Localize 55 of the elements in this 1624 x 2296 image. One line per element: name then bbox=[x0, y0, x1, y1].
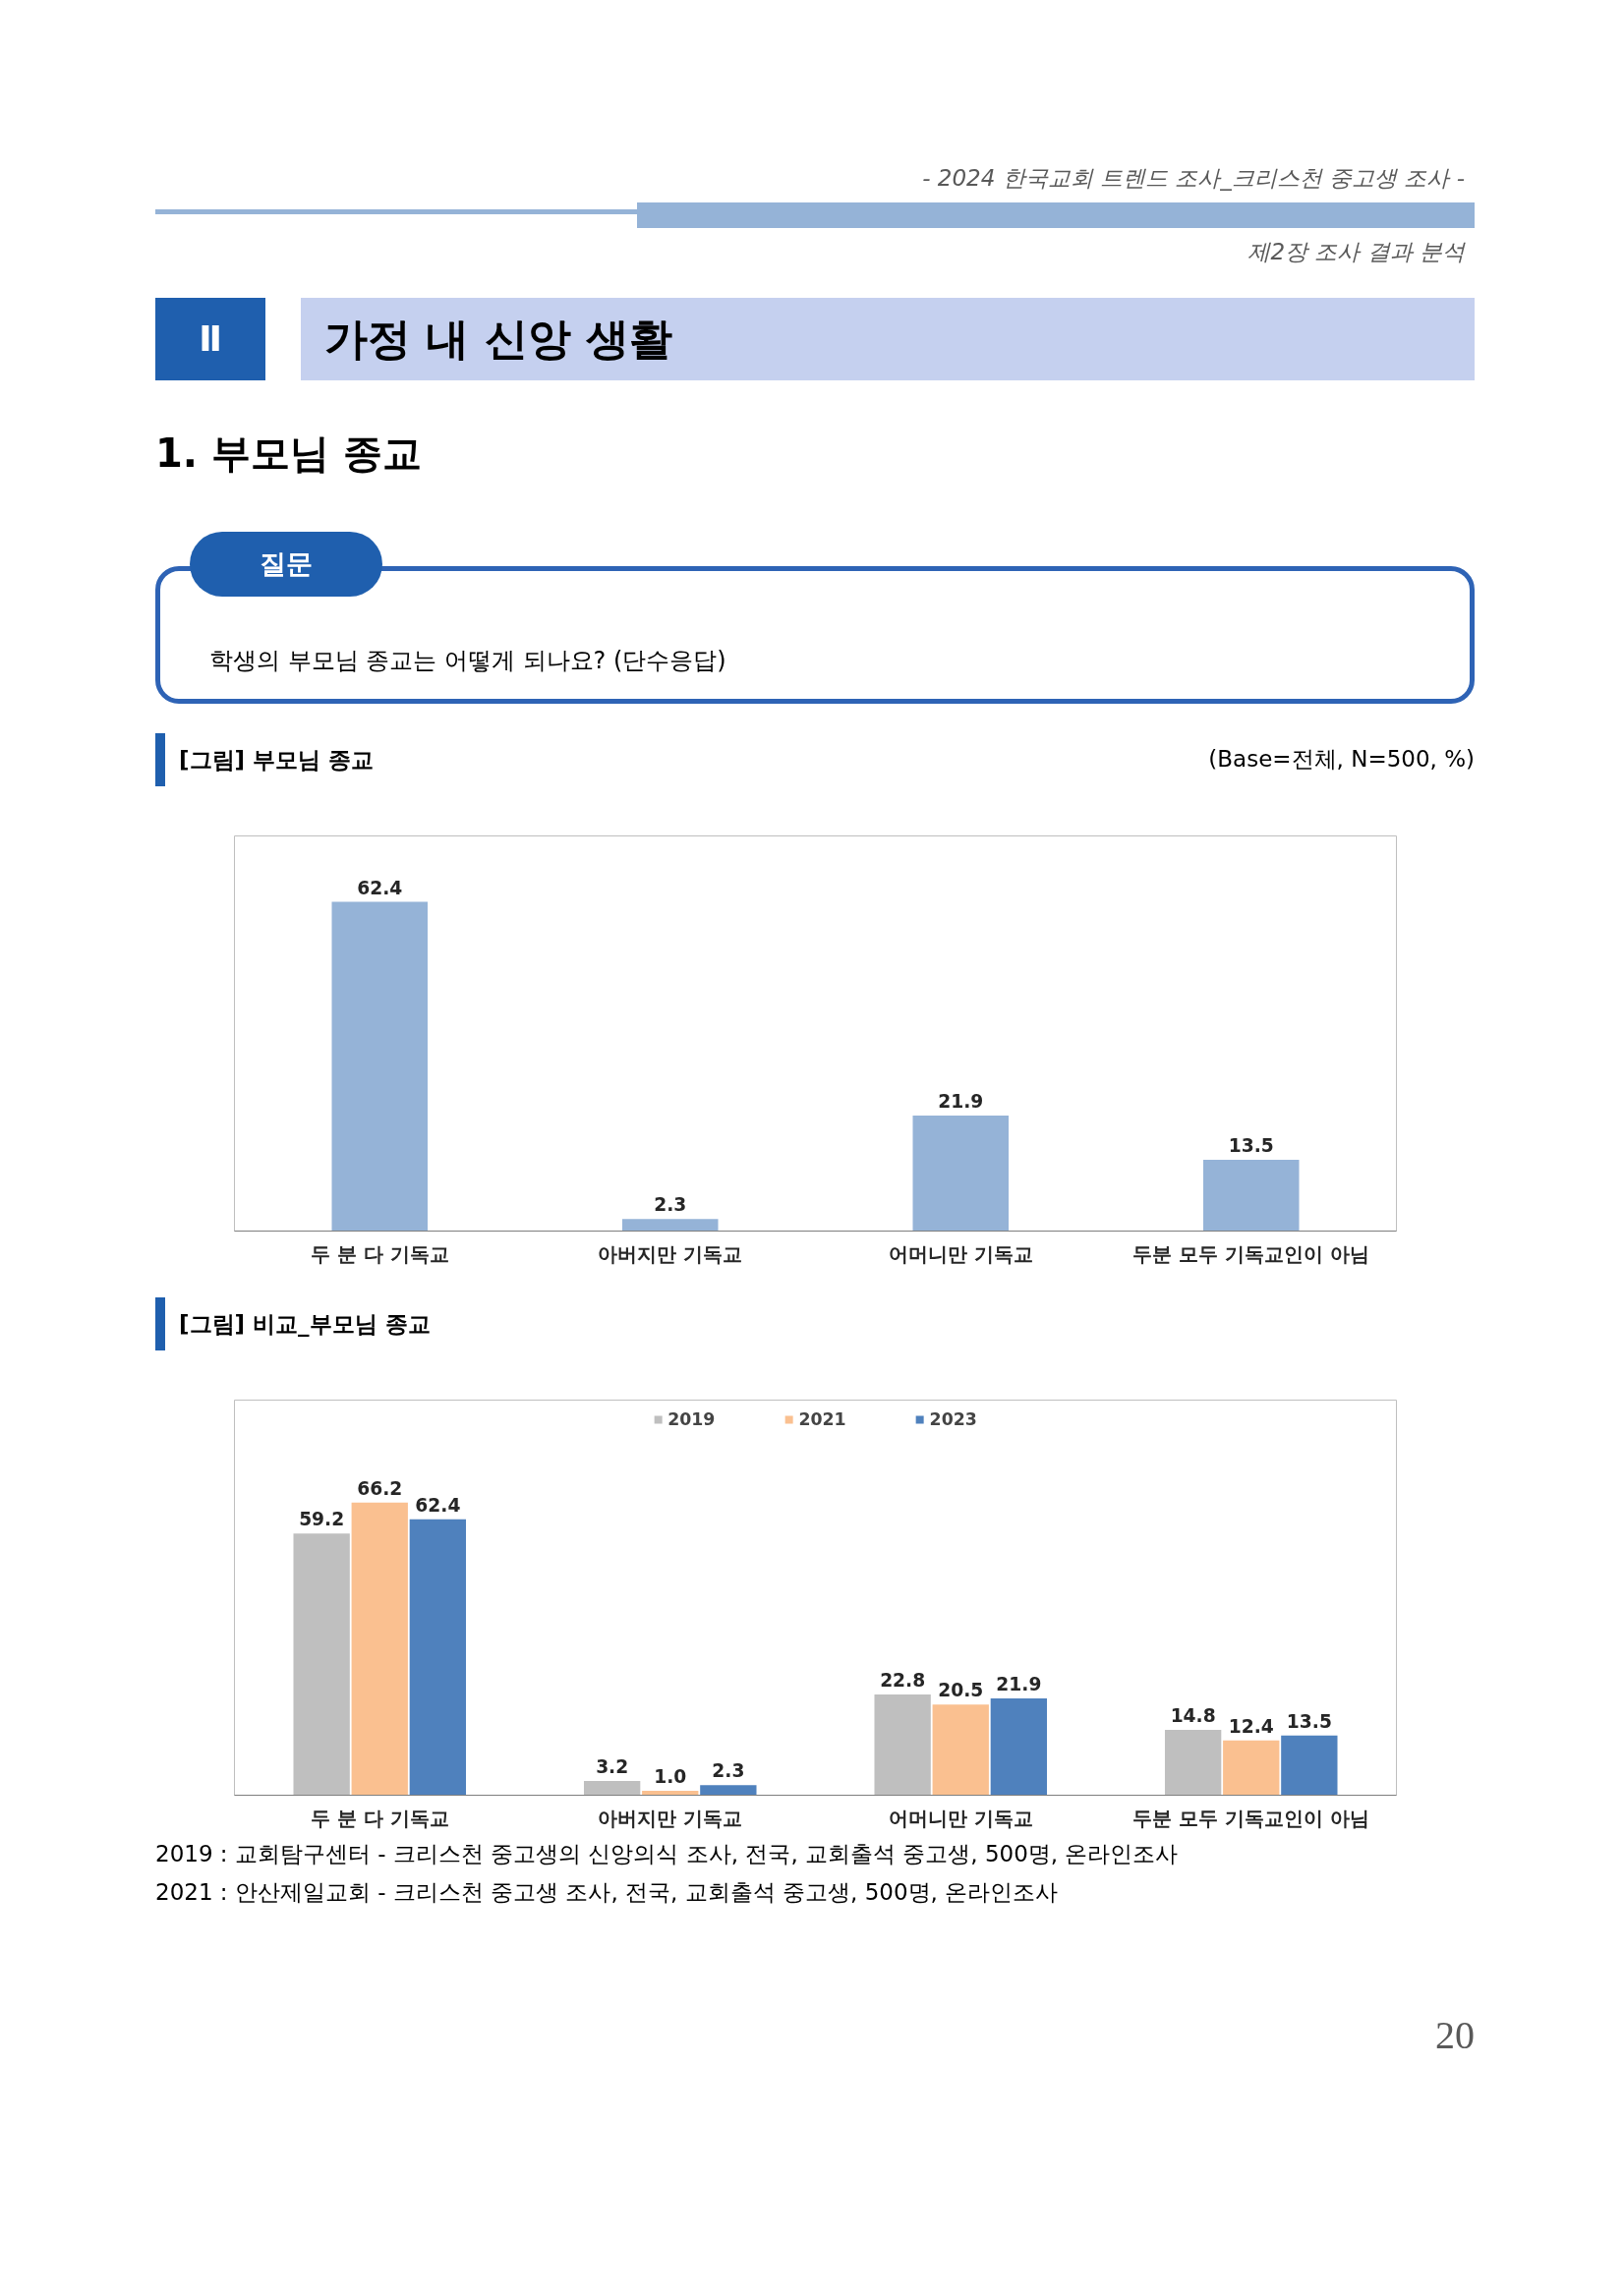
data-label: 21.9 bbox=[996, 1673, 1042, 1694]
bar bbox=[912, 1115, 1010, 1232]
data-label: 13.5 bbox=[1286, 1710, 1332, 1732]
bar bbox=[874, 1693, 931, 1796]
text: 학생의 부모님 종교는 어떻게 되나요? (단수응답) bbox=[209, 645, 726, 676]
chart-title: [그림] 비교_부모님 종교 bbox=[155, 1296, 431, 1350]
data-label: 62.4 bbox=[357, 877, 403, 898]
text: - 2024 한국교회 트렌드 조사_크리스천 중고생 조사 - bbox=[921, 164, 1466, 193]
bar bbox=[409, 1519, 467, 1796]
text: 가정 내 신앙 생활 bbox=[301, 297, 1475, 380]
bar bbox=[1223, 1740, 1280, 1796]
data-label: 1.0 bbox=[654, 1765, 687, 1787]
x-tick-label: 두분 모두 기독교인이 아님 bbox=[1132, 1806, 1370, 1830]
bar bbox=[990, 1697, 1048, 1796]
data-label: 22.8 bbox=[880, 1669, 926, 1691]
data-label: 2.3 bbox=[654, 1193, 687, 1215]
text: 1. 부모님 종교 bbox=[155, 429, 423, 478]
data-label: 13.5 bbox=[1228, 1134, 1274, 1156]
text: 제2장 조사 결과 분석 bbox=[1247, 237, 1467, 266]
data-label: 66.2 bbox=[357, 1477, 403, 1499]
legend-label: 2021 bbox=[798, 1408, 846, 1429]
bar bbox=[621, 1218, 719, 1232]
text: 질문 bbox=[190, 531, 382, 597]
data-label: 62.4 bbox=[415, 1494, 461, 1516]
x-tick-label: 두 분 다 기독교 bbox=[310, 1241, 449, 1266]
bar bbox=[1164, 1729, 1222, 1796]
data-label: 14.8 bbox=[1170, 1704, 1216, 1726]
bar bbox=[583, 1780, 641, 1796]
data-label: 21.9 bbox=[938, 1090, 984, 1112]
legend-label: 2023 bbox=[929, 1408, 977, 1429]
legend-label: 2019 bbox=[667, 1408, 716, 1429]
bar bbox=[932, 1704, 989, 1796]
x-tick-label: 아버지만 기독교 bbox=[598, 1241, 743, 1266]
bar bbox=[1281, 1735, 1338, 1796]
bar bbox=[331, 901, 429, 1232]
data-label: 2.3 bbox=[712, 1759, 745, 1781]
text: 20 bbox=[1434, 2011, 1475, 2059]
data-label: 12.4 bbox=[1228, 1715, 1274, 1737]
bar bbox=[700, 1784, 757, 1796]
x-tick-label: 아버지만 기독교 bbox=[598, 1806, 743, 1830]
x-tick-label: 어머니만 기독교 bbox=[888, 1806, 1033, 1830]
data-label: 3.2 bbox=[596, 1755, 629, 1777]
text: Ⅱ bbox=[155, 297, 265, 380]
x-tick-label: 두분 모두 기독교인이 아님 bbox=[1132, 1241, 1370, 1266]
chart-subtitle: (Base=전체, N=500, %) bbox=[1208, 745, 1475, 775]
data-label: 20.5 bbox=[938, 1680, 984, 1701]
x-tick-label: 두 분 다 기독교 bbox=[310, 1806, 449, 1830]
x-tick-label: 어머니만 기독교 bbox=[888, 1241, 1033, 1266]
bar bbox=[293, 1533, 350, 1796]
text: 2021 : 안산제일교회 - 크리스천 중고생 조사, 전국, 교회출석 중고생, 500명, 온라인조사 bbox=[155, 1877, 1060, 1907]
data-label: 59.2 bbox=[299, 1509, 345, 1530]
chart-title: [그림] 부모님 종교 bbox=[155, 732, 375, 786]
bar bbox=[1202, 1159, 1300, 1232]
bar bbox=[351, 1502, 408, 1796]
text: 2019 : 교회탐구센터 - 크리스천 중고생의 신앙의식 조사, 전국, 교회출석 중고생, 500명, 온라인조사 bbox=[155, 1839, 1180, 1868]
